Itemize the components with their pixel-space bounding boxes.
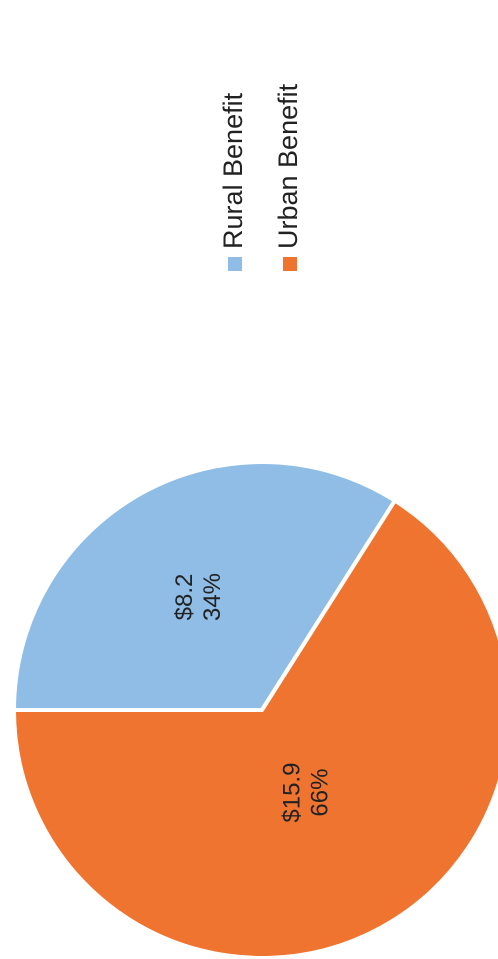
legend-swatch — [283, 257, 297, 271]
legend-swatch — [228, 257, 242, 271]
slice-value-label: $8.2 — [171, 574, 198, 621]
slice-value-label: $15.9 — [279, 763, 306, 823]
slice-percent-label: 34% — [199, 573, 226, 621]
pie-slice — [12, 498, 498, 959]
legend-label: Rural Benefit — [218, 92, 248, 249]
legend-label: Urban Benefit — [273, 83, 303, 249]
rotated-chart: $8.2 34% $15.9 66% Rural Benefit Urban Benefi… — [12, 83, 498, 959]
slice-percent-label: 66% — [307, 769, 334, 817]
